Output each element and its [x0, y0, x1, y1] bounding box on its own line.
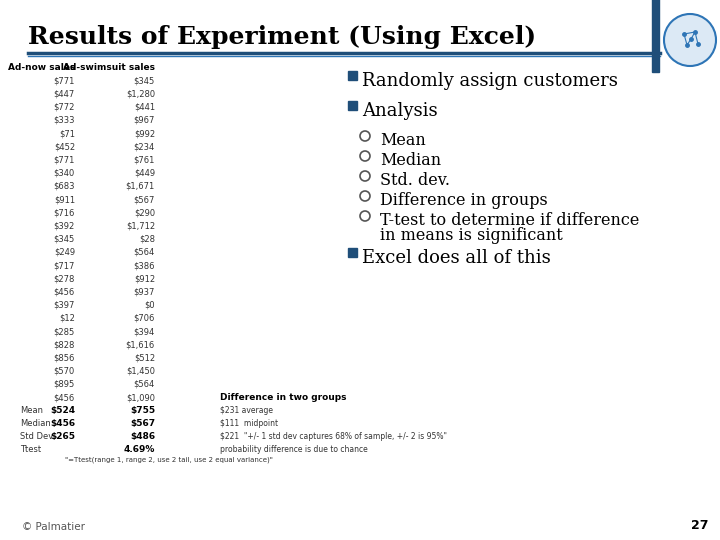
Text: $231 average: $231 average: [220, 406, 273, 415]
Text: Results of Experiment (Using Excel): Results of Experiment (Using Excel): [28, 25, 536, 49]
Text: $28: $28: [139, 234, 155, 244]
Text: Median: Median: [380, 152, 441, 169]
Text: $447: $447: [54, 90, 75, 98]
Text: $0: $0: [145, 301, 155, 309]
Text: Mean: Mean: [20, 406, 43, 415]
Text: $441: $441: [134, 103, 155, 112]
Text: Analysis: Analysis: [362, 102, 438, 120]
Text: $1,450: $1,450: [126, 367, 155, 376]
Text: Ad-now sales: Ad-now sales: [8, 63, 75, 72]
Text: $717: $717: [53, 261, 75, 270]
Text: $992: $992: [134, 129, 155, 138]
Text: $1,712: $1,712: [126, 221, 155, 231]
Text: $771: $771: [53, 76, 75, 85]
Text: $895: $895: [54, 380, 75, 389]
Text: $397: $397: [53, 301, 75, 309]
Text: $716: $716: [53, 208, 75, 217]
Text: $683: $683: [53, 182, 75, 191]
Text: Std. dev.: Std. dev.: [380, 172, 450, 189]
Text: $828: $828: [53, 340, 75, 349]
Bar: [652, 0, 659, 72]
Text: $567: $567: [134, 195, 155, 204]
Text: $564: $564: [134, 380, 155, 389]
Text: $394: $394: [134, 327, 155, 336]
Text: Std Dev: Std Dev: [20, 432, 53, 441]
Text: $564: $564: [134, 248, 155, 257]
Text: $12: $12: [59, 314, 75, 323]
Text: $911: $911: [54, 195, 75, 204]
Text: $567: $567: [130, 419, 155, 428]
Circle shape: [664, 14, 716, 66]
Text: Randomly assign customers: Randomly assign customers: [362, 72, 618, 90]
Text: $912: $912: [134, 274, 155, 283]
Text: $937: $937: [134, 287, 155, 296]
Text: $706: $706: [134, 314, 155, 323]
Text: $856: $856: [53, 353, 75, 362]
Text: $71: $71: [59, 129, 75, 138]
Text: $524: $524: [50, 406, 75, 415]
Text: T-test to determine if difference: T-test to determine if difference: [380, 212, 639, 229]
Text: $386: $386: [133, 261, 155, 270]
Text: $392: $392: [54, 221, 75, 231]
Text: 27: 27: [690, 519, 708, 532]
Text: "=Ttest(range 1, range 2, use 2 tail, use 2 equal variance)": "=Ttest(range 1, range 2, use 2 tail, us…: [65, 456, 273, 463]
Text: Difference in groups: Difference in groups: [380, 192, 548, 209]
Text: $234: $234: [134, 142, 155, 151]
Text: Median: Median: [20, 419, 50, 428]
Text: $967: $967: [134, 116, 155, 125]
Text: $486: $486: [130, 432, 155, 441]
Text: $1,671: $1,671: [126, 182, 155, 191]
Text: $456: $456: [54, 287, 75, 296]
Text: Ad-swimsuit sales: Ad-swimsuit sales: [63, 63, 155, 72]
Text: $1,280: $1,280: [126, 90, 155, 98]
Text: $285: $285: [54, 327, 75, 336]
Text: $761: $761: [134, 156, 155, 164]
Text: Difference in two groups: Difference in two groups: [220, 393, 346, 402]
Text: $345: $345: [54, 234, 75, 244]
Text: $456: $456: [50, 419, 75, 428]
Text: Ttest: Ttest: [20, 445, 41, 454]
Text: Excel does all of this: Excel does all of this: [362, 249, 551, 267]
Text: $249: $249: [54, 248, 75, 257]
Text: $570: $570: [54, 367, 75, 376]
Text: $345: $345: [134, 76, 155, 85]
Text: $772: $772: [53, 103, 75, 112]
Text: $221  "+/- 1 std dev captures 68% of sample, +/- 2 is 95%": $221 "+/- 1 std dev captures 68% of samp…: [220, 432, 447, 441]
Bar: [348, 248, 357, 257]
Text: $449: $449: [134, 168, 155, 178]
Text: $512: $512: [134, 353, 155, 362]
Text: © Palmatier: © Palmatier: [22, 522, 85, 532]
Text: $771: $771: [53, 156, 75, 164]
Text: in means is significant: in means is significant: [380, 227, 563, 244]
Text: $111  midpoint: $111 midpoint: [220, 419, 278, 428]
Text: $755: $755: [130, 406, 155, 415]
Text: $265: $265: [50, 432, 75, 441]
Text: $340: $340: [54, 168, 75, 178]
Bar: [348, 101, 357, 110]
Text: $452: $452: [54, 142, 75, 151]
Text: $278: $278: [53, 274, 75, 283]
Text: 4.69%: 4.69%: [124, 445, 155, 454]
Text: Mean: Mean: [380, 132, 426, 149]
Bar: [348, 71, 357, 80]
Text: $1,616: $1,616: [126, 340, 155, 349]
Text: probability difference is due to chance: probability difference is due to chance: [220, 445, 368, 454]
Text: $333: $333: [53, 116, 75, 125]
Text: $290: $290: [134, 208, 155, 217]
Text: $456: $456: [54, 393, 75, 402]
Text: $1,090: $1,090: [126, 393, 155, 402]
